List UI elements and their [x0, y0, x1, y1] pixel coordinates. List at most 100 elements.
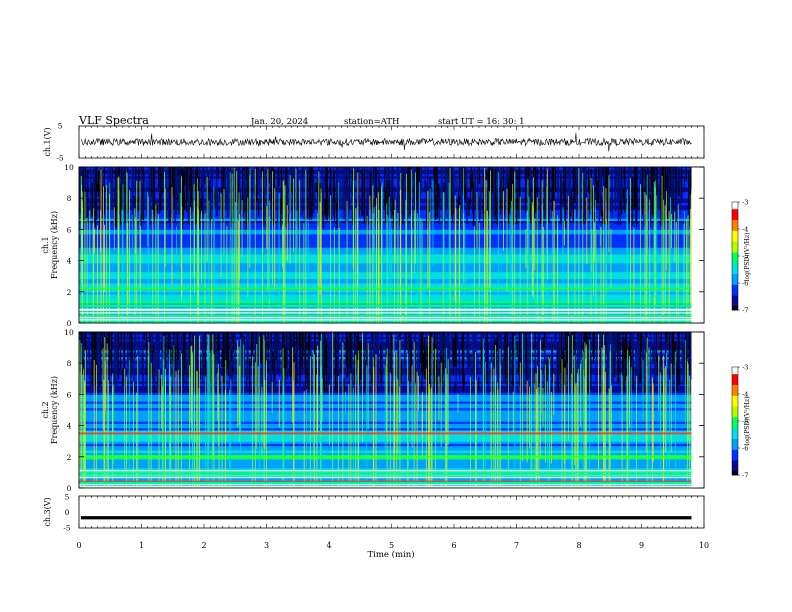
spectrogram-sferic — [582, 351, 584, 419]
spectrogram-dark-streak — [592, 332, 594, 356]
spectrogram-dark-streak — [373, 167, 376, 197]
spectrogram-dark-streak — [218, 187, 220, 199]
spectrogram-dark-streak — [685, 340, 687, 382]
colorbar-tick-label: -7 — [742, 307, 748, 315]
spectrogram-sferic — [127, 223, 129, 323]
spectrogram-sferic — [238, 192, 240, 323]
spectrogram-dark-streak — [397, 167, 400, 206]
spectrogram-dark-streak — [238, 173, 241, 191]
spectrogram-dark-streak — [184, 332, 186, 370]
spectrogram-dark-streak — [290, 332, 292, 378]
spectrogram-dark-streak — [469, 174, 472, 206]
spectrogram-dark-streak — [462, 359, 465, 392]
ch3-waveform-ylabel: ch.3(V) — [43, 497, 52, 526]
spectrogram-sferic — [86, 218, 88, 323]
spectrogram-sferic — [318, 171, 320, 314]
spectrogram-frequency-bin — [79, 247, 692, 250]
spectrogram-sferic — [212, 334, 214, 460]
spectrogram-sferic — [338, 227, 340, 323]
spectrogram-dark-streak — [444, 332, 446, 356]
spectrogram-frequency-bin — [79, 231, 692, 235]
spectrogram-dark-streak — [394, 185, 396, 220]
spectrogram-dark-streak — [269, 332, 272, 385]
spectrogram-dark-streak — [337, 351, 339, 370]
colorbar-segment — [732, 374, 738, 377]
spectrogram-dark-streak — [198, 207, 200, 229]
spectrogram-frequency-bin — [79, 245, 692, 248]
spectrogram-dark-streak — [109, 342, 111, 365]
spectrogram-dark-streak — [603, 167, 605, 211]
spectrogram-dark-streak — [553, 167, 556, 199]
spectrogram-dark-streak — [268, 167, 270, 184]
spectrogram-dark-streak — [188, 339, 190, 368]
spectrogram-dark-streak — [91, 197, 93, 217]
spectrogram-sferic — [411, 365, 413, 448]
spectrogram-dark-streak — [165, 332, 167, 369]
spectrogram-dark-streak — [619, 346, 621, 363]
spectrogram-dark-streak — [278, 177, 281, 187]
spectrogram-dark-streak — [640, 335, 642, 383]
spectrogram-sferic — [264, 380, 266, 450]
spectrogram-dark-streak — [169, 189, 171, 226]
spectrogram-dark-streak — [153, 385, 156, 394]
spectrogram-dark-streak — [505, 167, 508, 204]
colorbar-segment — [732, 385, 738, 388]
spectrogram-dark-streak — [677, 332, 680, 357]
spectrogram-dark-streak — [306, 186, 308, 197]
spectrogram-dark-streak — [148, 340, 151, 394]
spectrogram-dark-streak — [461, 345, 464, 366]
spectrogram-dark-streak — [590, 354, 592, 390]
spectrogram-sferic — [405, 199, 407, 323]
spectrogram-sferic — [128, 360, 130, 480]
spectrogram-dark-streak — [133, 195, 135, 208]
spectrogram-sferic — [600, 227, 602, 323]
spectrogram-sferic — [663, 199, 665, 323]
spectrogram-dark-streak — [689, 197, 691, 217]
spectrogram-dark-streak — [648, 178, 650, 198]
spectrogram-dark-streak — [337, 338, 340, 382]
spectrogram-dark-streak — [143, 171, 145, 182]
spectrogram-sferic — [249, 168, 251, 264]
spectrogram-sferic — [190, 207, 191, 323]
spectrogram-dark-streak — [484, 375, 486, 383]
spectrogram-dark-streak — [245, 167, 247, 180]
spectrogram-dark-streak — [424, 167, 426, 194]
spectrogram-dark-streak — [508, 182, 510, 224]
spectrogram-sferic — [454, 195, 456, 301]
spectrogram-dark-streak — [537, 336, 539, 385]
spectrogram-dark-streak — [337, 332, 339, 354]
spectrogram-dark-streak — [608, 332, 610, 369]
start-time-label: start UT = 16: 30: 1 — [438, 117, 525, 127]
spectrogram-dark-streak — [150, 332, 152, 370]
spectrogram-sferic — [537, 365, 539, 474]
spectrogram-dark-streak — [636, 340, 638, 379]
ch2-spectrogram-ylabel-frequency: Frequency (kHz) — [50, 376, 59, 444]
spectrogram-dark-streak — [504, 178, 506, 198]
spectrogram-dark-streak — [195, 167, 198, 181]
spectrogram-sferic — [113, 207, 115, 251]
spectrogram-dark-streak — [366, 167, 368, 210]
spectrogram-sferic — [605, 223, 607, 323]
spectrogram-frequency-bin — [79, 238, 692, 242]
spectrogram-sferic — [485, 179, 487, 323]
spectrogram-dark-streak — [271, 181, 273, 221]
spectrogram-dark-streak — [331, 172, 333, 220]
spectrogram-sferic — [240, 339, 242, 451]
spectrogram-dark-streak — [441, 167, 444, 205]
spectrogram-dark-streak — [155, 352, 157, 377]
spectrogram-dark-streak — [154, 203, 156, 218]
spectrogram-dark-streak — [321, 167, 323, 208]
spectrogram-low-band — [79, 305, 692, 307]
spectrogram-dark-streak — [616, 167, 619, 199]
spectrogram-sferic — [416, 371, 418, 488]
spectrogram-sferic — [410, 169, 412, 306]
spectrogram-dark-streak — [617, 358, 620, 383]
spectrogram-sferic — [106, 343, 108, 488]
spectrogram-dark-streak — [375, 167, 378, 205]
spectrogram-sferic — [683, 224, 685, 305]
spectrogram-dark-streak — [649, 194, 652, 228]
spectrogram-dark-streak — [518, 332, 521, 387]
spectrogram-dark-streak — [562, 351, 564, 394]
spectrogram-sferic — [358, 350, 360, 488]
colorbar-segment — [732, 286, 738, 289]
